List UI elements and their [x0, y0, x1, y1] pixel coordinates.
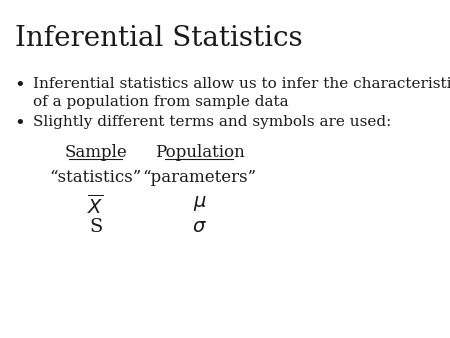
Text: “statistics”: “statistics”	[50, 169, 142, 186]
Text: “parameters”: “parameters”	[142, 169, 256, 186]
Text: Population: Population	[154, 144, 244, 161]
Text: •: •	[14, 115, 25, 134]
Text: $\mu$: $\mu$	[193, 194, 207, 213]
Text: S: S	[89, 218, 102, 236]
Text: Slightly different terms and symbols are used:: Slightly different terms and symbols are…	[33, 115, 391, 129]
Text: of a population from sample data: of a population from sample data	[33, 95, 288, 109]
Text: $\sigma$: $\sigma$	[192, 218, 207, 236]
Text: •: •	[14, 77, 25, 95]
Text: $\overline{X}$: $\overline{X}$	[87, 194, 104, 218]
Text: Sample: Sample	[64, 144, 127, 161]
Text: Inferential statistics allow us to infer the characteristic(s): Inferential statistics allow us to infer…	[33, 77, 450, 91]
Text: Inferential Statistics: Inferential Statistics	[15, 25, 302, 52]
